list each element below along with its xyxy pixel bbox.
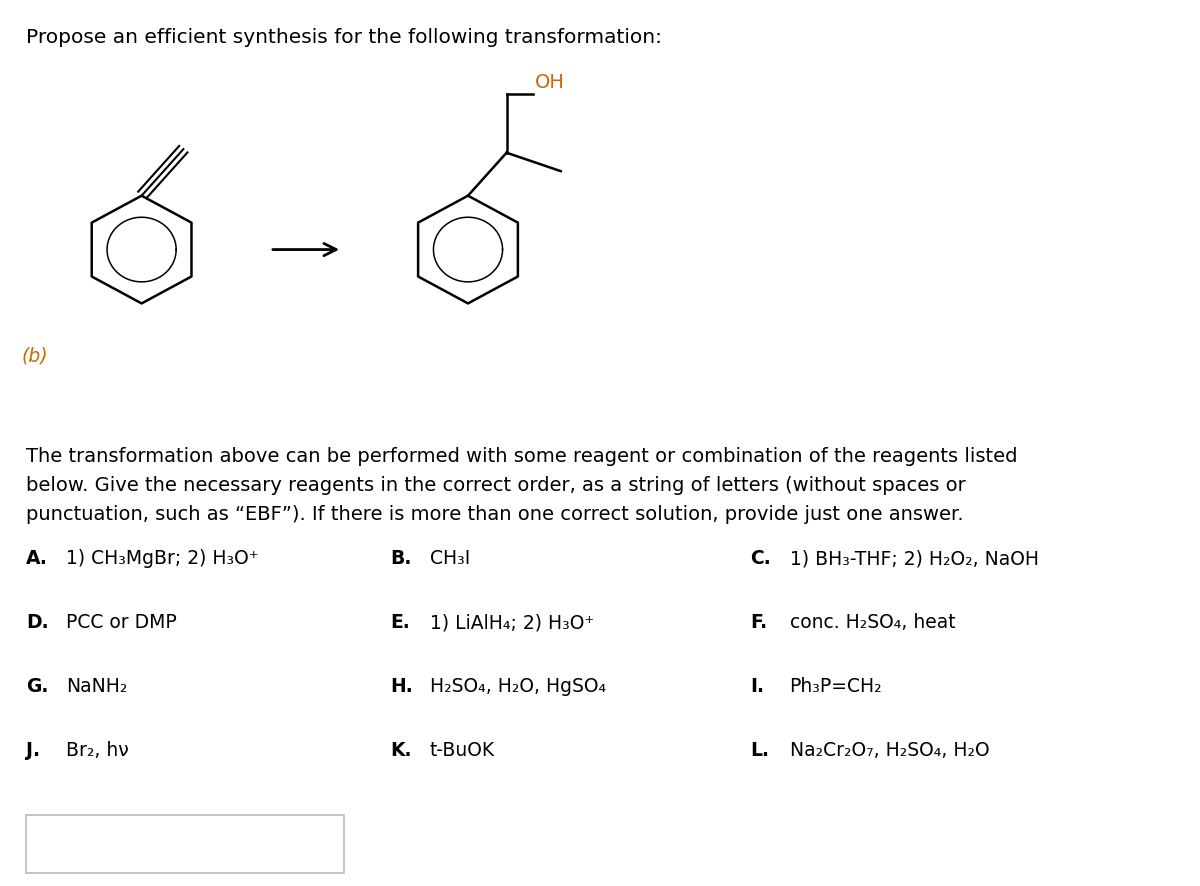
Text: OH: OH (535, 74, 565, 92)
Text: 1) BH₃-THF; 2) H₂O₂, NaOH: 1) BH₃-THF; 2) H₂O₂, NaOH (790, 549, 1038, 568)
Text: H.: H. (390, 677, 413, 696)
Text: D.: D. (26, 613, 49, 632)
Text: Ph₃P=CH₂: Ph₃P=CH₂ (790, 677, 882, 696)
Bar (26, 815, 344, 873)
Text: E.: E. (390, 613, 409, 632)
Text: B.: B. (390, 549, 412, 568)
Text: Na₂Cr₂O₇, H₂SO₄, H₂O: Na₂Cr₂O₇, H₂SO₄, H₂O (790, 741, 989, 759)
Text: Br₂, hν: Br₂, hν (66, 741, 128, 759)
Text: G.: G. (26, 677, 49, 696)
Text: 1) CH₃MgBr; 2) H₃O⁺: 1) CH₃MgBr; 2) H₃O⁺ (66, 549, 259, 568)
Text: F.: F. (750, 613, 767, 632)
Text: t-BuOK: t-BuOK (430, 741, 494, 759)
Text: K.: K. (390, 741, 412, 759)
Text: (b): (b) (22, 346, 48, 365)
Text: I.: I. (750, 677, 764, 696)
Text: PCC or DMP: PCC or DMP (66, 613, 176, 632)
Text: C.: C. (750, 549, 770, 568)
Text: A.: A. (26, 549, 48, 568)
Text: 1) LiAlH₄; 2) H₃O⁺: 1) LiAlH₄; 2) H₃O⁺ (430, 613, 594, 632)
Text: H₂SO₄, H₂O, HgSO₄: H₂SO₄, H₂O, HgSO₄ (430, 677, 606, 696)
Text: NaNH₂: NaNH₂ (66, 677, 127, 696)
Text: Propose an efficient synthesis for the following transformation:: Propose an efficient synthesis for the f… (26, 28, 662, 47)
Text: The transformation above can be performed with some reagent or combination of th: The transformation above can be performe… (26, 447, 1018, 524)
Text: CH₃I: CH₃I (430, 549, 470, 568)
Text: conc. H₂SO₄, heat: conc. H₂SO₄, heat (790, 613, 955, 632)
Text: L.: L. (750, 741, 769, 759)
Text: J.: J. (26, 741, 41, 759)
